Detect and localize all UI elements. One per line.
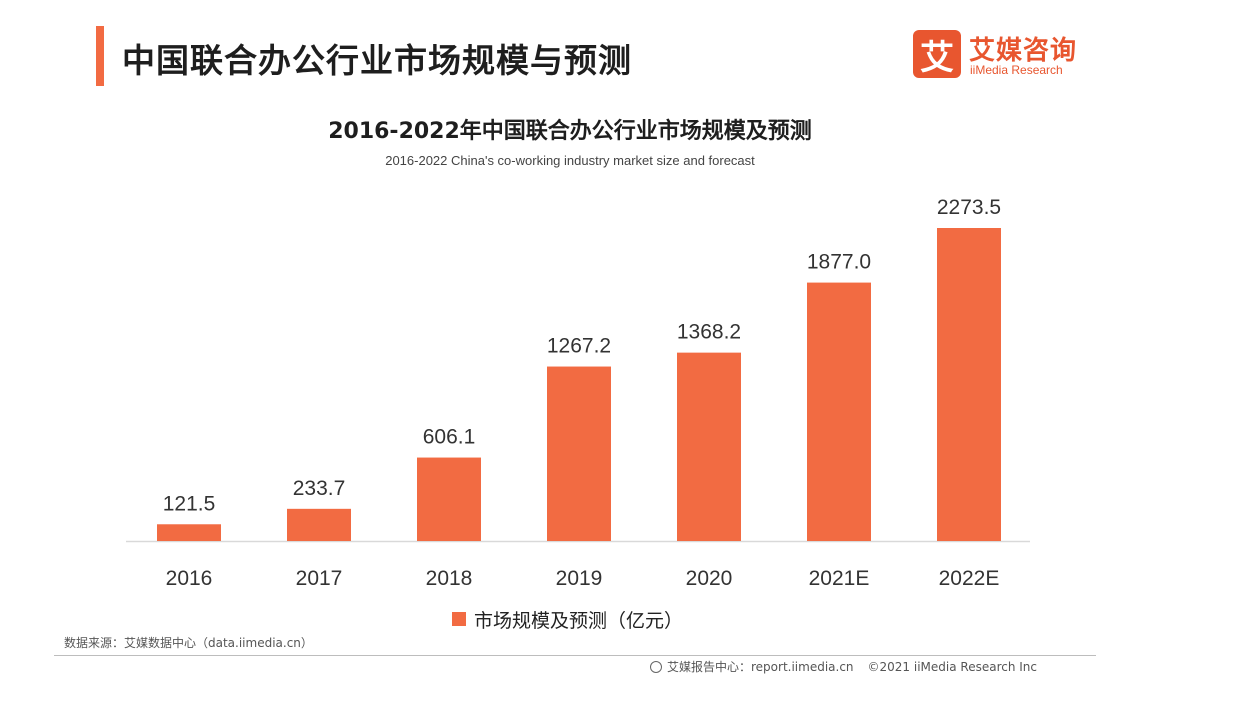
footer-divider (54, 655, 1096, 656)
report-center-text: 艾媒报告中心：report.iimedia.cn (667, 660, 854, 674)
data-source: 数据来源：艾媒数据中心（data.iimedia.cn） (64, 636, 313, 650)
x-tick-label-2019: 2019 (556, 567, 603, 590)
data-label-2018: 606.1 (423, 426, 476, 449)
legend-label: 市场规模及预测（亿元） (474, 609, 684, 632)
iimedia-logo: 艾 艾媒咨询 iiMedia Research (913, 30, 1093, 80)
x-tick-label-2022E: 2022E (939, 567, 1000, 590)
x-tick-label-2017: 2017 (296, 567, 343, 590)
bar-2018 (417, 457, 481, 541)
chart-legend: 市场规模及预测（亿元） (452, 606, 683, 632)
x-tick-label-2018: 2018 (426, 567, 473, 590)
data-label-2022E: 2273.5 (937, 196, 1001, 219)
copyright-text: ©2021 iiMedia Research Inc (867, 659, 1038, 674)
bar-2020 (677, 352, 741, 541)
x-tick-label-2016: 2016 (166, 567, 213, 590)
chart-subtitle: 2016-2022 China's co-working industry ma… (385, 153, 755, 168)
page-title: 中国联合办公行业市场规模与预测 (122, 41, 632, 80)
x-tick-label-2020: 2020 (686, 567, 733, 590)
title-accent-bar (96, 26, 104, 86)
logo-name-cn: 艾媒咨询 (969, 36, 1078, 66)
x-tick-label-2021E: 2021E (809, 567, 870, 590)
chart-title: 2016-2022年中国联合办公行业市场规模及预测 (328, 119, 812, 144)
data-label-2020: 1368.2 (677, 321, 741, 344)
data-label-2016: 121.5 (163, 492, 216, 515)
data-label-2021E: 1877.0 (807, 251, 871, 274)
bar-2016 (157, 524, 221, 541)
logo-name-en: iiMedia Research (970, 63, 1063, 77)
legend-swatch (452, 612, 466, 626)
bar-2017 (287, 508, 351, 541)
bar-2022E (937, 228, 1001, 541)
bar-2021E (807, 282, 871, 541)
footer: 艾媒报告中心：report.iimedia.cn ©2021 iiMedia R… (650, 658, 1051, 675)
data-label-2019: 1267.2 (547, 335, 611, 358)
bar-2019 (547, 366, 611, 541)
report-center-icon (650, 660, 662, 673)
data-label-2017: 233.7 (293, 477, 346, 500)
logo-mark: 艾 (913, 30, 961, 78)
